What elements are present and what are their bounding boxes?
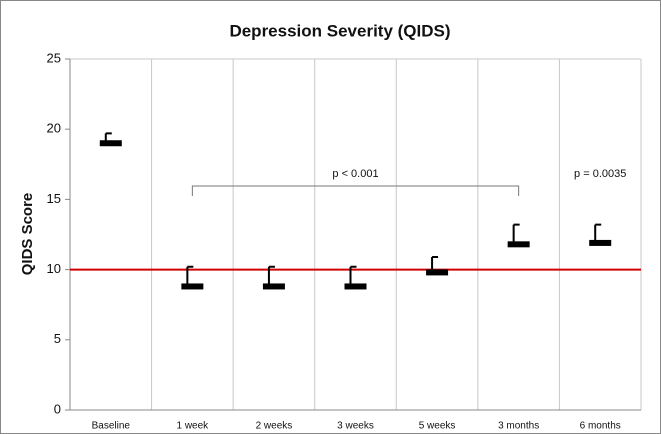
x-tick-label: 6 months [580,421,621,432]
point-marker [507,241,530,248]
point-marker [589,239,612,246]
y-tick-label: 20 [47,121,61,136]
x-tick-label: 3 weeks [337,421,374,432]
error-bar [186,265,194,287]
x-tick-label: 1 week [177,421,210,432]
y-axis-label: QIDS Score [19,193,36,276]
y-tick-label: 15 [47,191,61,206]
point-marker [181,283,204,290]
x-tick-label: 3 months [498,421,539,432]
x-tick-label: 5 weeks [419,421,456,432]
point-marker [344,283,367,290]
error-bar [594,223,602,243]
y-tick-label: 0 [54,401,61,416]
bracket [191,185,520,196]
error-bar [512,223,520,245]
annotation: p < 0.001 [332,168,378,180]
point-marker [262,283,285,290]
point-marker [426,269,449,276]
error-bar [267,265,275,287]
annotation: p = 0.0035 [574,168,626,180]
point-marker [99,140,122,147]
y-tick-label: 10 [47,261,61,276]
chart-title: Depression Severity (QIDS) [229,21,450,40]
y-tick-label: 5 [54,331,61,346]
y-tick-label: 25 [47,50,61,65]
x-tick-label: Baseline [92,421,131,432]
error-bar [349,265,357,287]
x-tick-label: 2 weeks [256,421,293,432]
